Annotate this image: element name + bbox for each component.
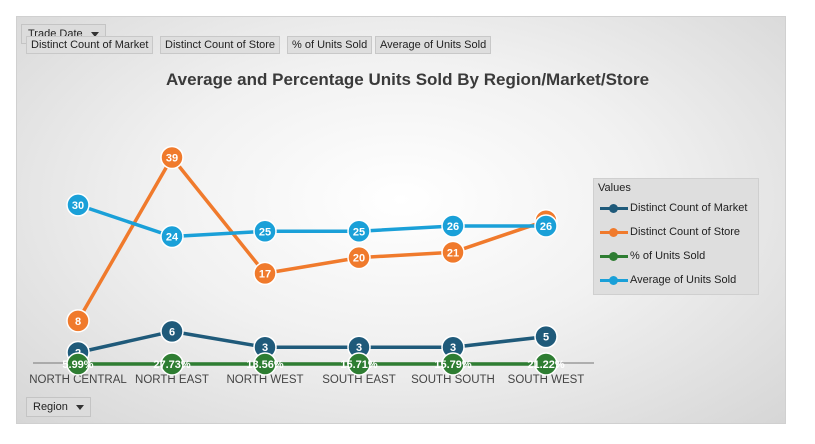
data-point [534,324,558,349]
data-label: 6 [169,326,175,338]
data-label: 15.79% [434,359,472,371]
x-tick-label: NORTH CENTRAL [29,374,127,386]
data-point [66,352,90,376]
data-point [347,352,371,376]
data-point [160,319,184,344]
data-label: 17 [259,268,271,280]
data-point [253,219,277,243]
data-label: 30 [72,200,84,212]
data-label: 5.99% [62,359,93,371]
data-point [160,224,184,249]
data-label: 25 [259,226,271,238]
field-button-percent-units[interactable]: % of Units Sold [287,36,373,54]
legend-item: Average of Units Sold [594,269,758,293]
data-point [253,352,277,376]
data-point [347,219,371,243]
field-button-average-units[interactable]: Average of Units Sold [375,36,492,54]
dropdown-arrow-icon [90,31,99,37]
data-point [66,193,90,217]
legend-label: Distinct Count of Store [630,226,741,238]
field-button-store[interactable]: Distinct Count of Store [160,36,281,54]
data-label: 26 [540,221,552,233]
data-label: 27.73% [153,359,191,371]
data-point [66,309,90,333]
legend-marker-icon [609,252,618,261]
data-label: 13.56% [246,359,284,371]
legend-item: % of Units Sold [594,245,758,269]
legend-label: % of Units Sold [630,250,706,262]
legend-marker-icon [609,204,618,213]
data-point [534,352,558,376]
legend-item: Distinct Count of Store [594,221,758,245]
legend-title: Values [598,182,631,194]
region-label: Region [33,401,68,413]
data-label: 3 [450,342,456,354]
legend-label: Distinct Count of Market [630,202,748,214]
data-point [160,145,184,170]
data-label: 20 [353,253,365,265]
x-tick-label: SOUTH SOUTH [411,374,495,386]
dropdown-arrow-icon [75,404,84,410]
data-point [441,240,465,265]
data-point [441,214,465,238]
data-point [441,352,465,376]
legend-label: Average of Units Sold [630,274,737,286]
data-label: 24 [166,232,179,244]
data-label: 3 [262,342,268,354]
data-label: 39 [166,152,178,164]
x-tick-label: NORTH EAST [135,374,209,386]
data-label: 15.71% [340,359,378,371]
data-label: 3 [356,342,362,354]
chart-legend: Values Distinct Count of Market Distinct … [593,178,759,295]
x-tick-label: SOUTH WEST [508,374,585,386]
x-tick-label: NORTH WEST [226,374,303,386]
series-line [77,329,547,355]
data-point [160,352,184,376]
x-tick-label: SOUTH EAST [322,374,395,386]
data-label: 5 [543,332,549,344]
data-label: 26 [447,221,459,233]
data-point [253,261,277,286]
series-line [76,155,547,322]
region-filter-button[interactable]: Region [26,397,91,417]
data-point [534,214,558,238]
data-point [347,245,371,270]
data-label: 21.22% [527,359,565,371]
series-line [77,203,546,239]
legend-marker-icon [609,228,618,237]
data-label: 21 [447,247,459,259]
legend-marker-icon [609,276,618,285]
legend-item: Distinct Count of Market [594,197,758,221]
data-label: 8 [75,316,81,328]
data-label: 25 [353,226,365,238]
chart-title: Average and Percentage Units Sold By Reg… [165,70,650,89]
field-button-market[interactable]: Distinct Count of Market [26,36,154,54]
